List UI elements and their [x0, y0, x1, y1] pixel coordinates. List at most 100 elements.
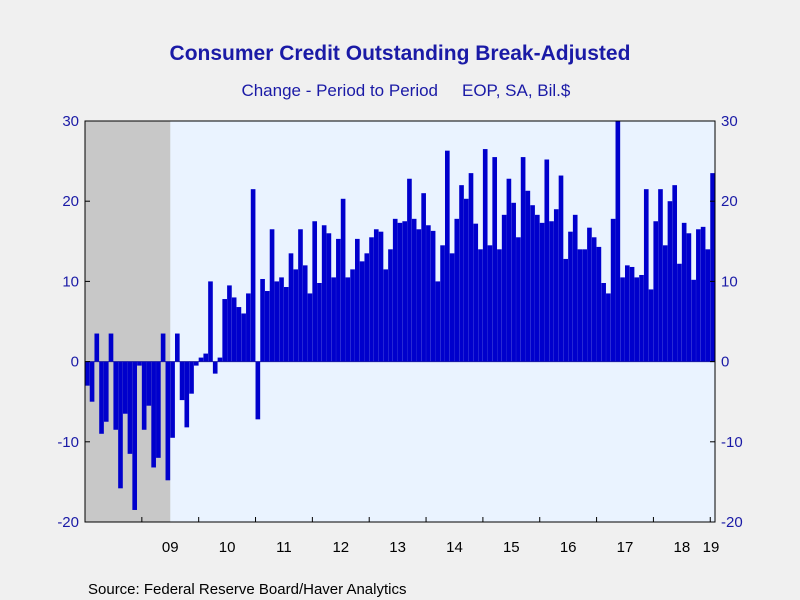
- bar: [283, 287, 289, 362]
- bar: [236, 307, 242, 362]
- y-axis: 30 30 20 20 10 10 0 0 -10 -10 -20 -20: [57, 113, 742, 531]
- bar: [122, 361, 128, 414]
- bar: [402, 221, 408, 362]
- bar: [175, 333, 180, 362]
- bar: [85, 361, 90, 386]
- y-tick-label-right: 10: [721, 273, 738, 290]
- bar: [198, 357, 204, 362]
- bar: [463, 198, 469, 362]
- bar: [317, 283, 322, 362]
- bar: [383, 269, 389, 362]
- bar: [549, 221, 554, 362]
- bar: [525, 190, 531, 362]
- bar: [478, 249, 483, 362]
- x-tick-label: 12: [332, 539, 349, 556]
- bar: [558, 175, 564, 362]
- bar: [511, 202, 516, 362]
- bar: [426, 225, 431, 362]
- bar: [373, 229, 379, 362]
- bar: [94, 333, 100, 362]
- bar: [625, 265, 630, 362]
- bar: [288, 253, 294, 362]
- bar: [293, 269, 299, 362]
- bar: [620, 277, 625, 362]
- chart-source: Source: Federal Reserve Board/Haver Anal…: [88, 581, 406, 598]
- bar: [113, 361, 119, 430]
- bar: [331, 277, 336, 362]
- bar: [165, 361, 171, 481]
- bar: [506, 178, 512, 362]
- y-tick-label-left: 30: [62, 113, 79, 130]
- bar: [407, 178, 412, 362]
- bar: [355, 238, 360, 362]
- bar: [643, 189, 649, 362]
- bar: [260, 278, 265, 362]
- bar: [454, 218, 460, 362]
- bar: [591, 237, 597, 362]
- bar: [658, 189, 663, 362]
- bar: [691, 279, 696, 362]
- bar: [596, 246, 602, 362]
- bar: [639, 274, 644, 362]
- bar: [615, 121, 621, 362]
- bar: [634, 277, 640, 362]
- y-tick-label-left: 20: [62, 193, 79, 210]
- bar: [544, 159, 550, 362]
- bar: [217, 357, 223, 362]
- bar: [553, 209, 559, 362]
- chart-title: Consumer Credit Outstanding Break-Adjust…: [170, 42, 631, 65]
- x-tick-label: 09: [162, 539, 179, 556]
- y-tick-label-left: -10: [57, 434, 79, 451]
- bar: [421, 193, 426, 362]
- bar: [298, 229, 303, 362]
- bar: [686, 233, 692, 362]
- chart-subtitle-right: EOP, SA, Bil.$: [462, 81, 571, 100]
- y-tick-label-right: -20: [721, 514, 743, 531]
- y-tick-label-right: 30: [721, 113, 738, 130]
- bar: [340, 198, 346, 362]
- bar: [203, 353, 209, 362]
- bar: [369, 237, 374, 362]
- x-tick-label: 19: [703, 539, 720, 556]
- bar: [345, 277, 351, 362]
- bar: [279, 277, 284, 362]
- bar: [530, 205, 535, 362]
- bar: [127, 361, 133, 454]
- bar: [487, 245, 493, 362]
- bar: [388, 249, 393, 362]
- bar: [501, 214, 507, 362]
- bar: [184, 361, 190, 428]
- bar: [89, 361, 95, 402]
- x-tick-label: 15: [503, 539, 520, 556]
- bar: [141, 361, 147, 430]
- bar: [231, 297, 237, 362]
- bar: [568, 231, 573, 362]
- bar: [302, 265, 308, 362]
- bar: [350, 269, 355, 362]
- bar: [321, 225, 327, 362]
- bar: [449, 253, 455, 362]
- bar: [326, 233, 332, 362]
- bar: [435, 281, 441, 362]
- bar: [572, 214, 578, 362]
- bar: [662, 245, 668, 362]
- bar: [582, 249, 588, 362]
- bar: [577, 249, 583, 362]
- bar: [378, 231, 384, 362]
- bar: [364, 253, 370, 362]
- bar: [482, 149, 488, 362]
- bar: [587, 227, 592, 362]
- bar: [312, 221, 318, 362]
- bar: [336, 238, 341, 362]
- y-tick-label-left: 10: [62, 273, 79, 290]
- x-tick-label: 18: [673, 539, 690, 556]
- x-tick-label: 13: [389, 539, 406, 556]
- bar: [535, 214, 540, 362]
- bar: [563, 258, 569, 362]
- bar: [648, 289, 654, 362]
- bar: [151, 361, 156, 468]
- y-tick-label-left: -20: [57, 514, 79, 531]
- bar: [520, 157, 526, 362]
- bar: [606, 293, 611, 362]
